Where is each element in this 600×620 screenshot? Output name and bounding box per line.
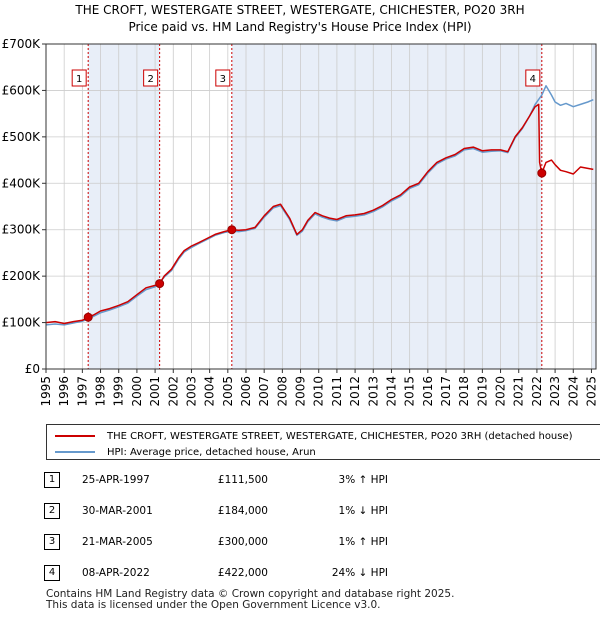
property-series-line bbox=[45, 103, 594, 325]
y-tick-label: £700K bbox=[2, 37, 42, 51]
x-tick-label: 2006 bbox=[239, 376, 253, 407]
x-tick-label: 2025 bbox=[584, 376, 598, 407]
sale-label-box bbox=[143, 69, 159, 87]
x-tick-label: 2022 bbox=[530, 376, 544, 407]
x-tick-label: 2014 bbox=[384, 376, 398, 407]
x-tick-label: 1995 bbox=[39, 376, 53, 407]
x-tick-label: 2010 bbox=[312, 376, 326, 407]
sale-point bbox=[537, 168, 547, 178]
x-tick-label: 2001 bbox=[148, 376, 162, 407]
y-tick-label: £100K bbox=[2, 316, 42, 330]
chart-legend: THE CROFT, WESTERGATE STREET, WESTERGATE… bbox=[46, 424, 600, 460]
x-tick-label: 2019 bbox=[475, 376, 489, 407]
legend-item-property: THE CROFT, WESTERGATE STREET, WESTERGATE… bbox=[55, 429, 573, 443]
sale-point bbox=[83, 312, 93, 322]
shaded-ownership-band bbox=[88, 44, 160, 369]
sale-label-box bbox=[215, 69, 231, 87]
legend-label-hpi: HPI: Average price, detached house, Arun bbox=[107, 446, 316, 458]
sale-date: 30-MAR-2001 bbox=[82, 505, 153, 517]
chart-title-line2: Price paid vs. HM Land Registry's House … bbox=[128, 20, 472, 34]
sale-date: 08-APR-2022 bbox=[82, 567, 150, 579]
sale-date: 25-APR-1997 bbox=[82, 474, 150, 486]
x-tick-label: 2020 bbox=[494, 376, 508, 407]
x-tick-label: 2015 bbox=[403, 376, 417, 407]
price-chart: 1995 1996 1997 1998 1999 2000 2001 2002 2003 2004… bbox=[2, 37, 599, 407]
chart-title-block: THE CROFT, WESTERGATE STREET, WESTERGATE… bbox=[0, 2, 600, 36]
legend-swatch-hpi bbox=[55, 451, 95, 453]
y-tick-label: £300K bbox=[2, 223, 42, 237]
x-tick-label: 2004 bbox=[203, 376, 217, 407]
legend-swatch-property bbox=[55, 435, 95, 437]
sale-price: £422,000 bbox=[217, 567, 268, 579]
sale-hpi-change: 3% ↑ HPI bbox=[338, 474, 388, 486]
sale-label-number: 4 bbox=[530, 74, 536, 85]
x-tick-label: 2002 bbox=[166, 376, 180, 407]
sale-label-box bbox=[525, 69, 541, 87]
footer-licence: This data is licensed under the Open Gov… bbox=[46, 599, 381, 611]
footer: Contains HM Land Registry data © Crown c… bbox=[46, 589, 454, 611]
sale-label-number: 3 bbox=[220, 74, 226, 85]
sale-number-badge: 1 bbox=[44, 472, 60, 488]
sale-hpi-change: 1% ↓ HPI bbox=[338, 505, 388, 517]
plot-border bbox=[45, 43, 597, 370]
sale-point bbox=[155, 279, 165, 289]
sale-number-badge: 2 bbox=[44, 503, 60, 519]
sale-hpi-change: 24% ↓ HPI bbox=[331, 567, 388, 579]
sale-price: £111,500 bbox=[217, 474, 268, 486]
shaded-ownership-band bbox=[591, 44, 596, 369]
sale-label-box bbox=[71, 69, 87, 87]
shaded-ownership-band bbox=[231, 44, 542, 369]
y-tick-label: £500K bbox=[2, 130, 42, 144]
x-tick-label: 2023 bbox=[548, 376, 562, 407]
sale-date: 21-MAR-2005 bbox=[82, 536, 153, 548]
legend-item-hpi: HPI: Average price, detached house, Arun bbox=[55, 445, 316, 459]
sale-number-badge: 4 bbox=[44, 565, 60, 581]
sale-label-number: 2 bbox=[147, 74, 153, 85]
x-tick-label: 2012 bbox=[348, 376, 362, 407]
x-tick-label: 2016 bbox=[421, 376, 435, 407]
x-tick-label: 2017 bbox=[439, 376, 453, 407]
sale-point bbox=[227, 225, 237, 235]
x-tick-label: 2011 bbox=[330, 376, 344, 407]
x-tick-label: 2024 bbox=[566, 376, 580, 407]
y-tick-label: £600K bbox=[2, 83, 42, 97]
sale-label-number: 1 bbox=[76, 74, 82, 85]
legend-label-property: THE CROFT, WESTERGATE STREET, WESTERGATE… bbox=[107, 430, 573, 442]
sale-price: £300,000 bbox=[217, 536, 268, 548]
x-tick-label: 2018 bbox=[457, 376, 471, 407]
x-tick-label: 2021 bbox=[512, 376, 526, 407]
x-tick-label: 1996 bbox=[57, 376, 71, 407]
sale-price: £184,000 bbox=[217, 505, 268, 517]
x-tick-label: 2013 bbox=[366, 376, 380, 407]
y-tick-label: £0 bbox=[25, 362, 40, 376]
x-tick-label: 2005 bbox=[221, 376, 235, 407]
footer-copyright: Contains HM Land Registry data © Crown c… bbox=[46, 588, 455, 600]
y-tick-label: £200K bbox=[2, 269, 42, 283]
x-tick-label: 2009 bbox=[294, 376, 308, 407]
sale-row: 2 30-MAR-2001 £184,000 1% ↓ HPI bbox=[44, 503, 444, 523]
x-tick-label: 2003 bbox=[184, 376, 198, 407]
x-tick-label: 2000 bbox=[130, 376, 144, 407]
sale-row: 4 08-APR-2022 £422,000 24% ↓ HPI bbox=[44, 565, 444, 585]
sale-hpi-change: 1% ↑ HPI bbox=[338, 536, 388, 548]
x-tick-label: 2007 bbox=[257, 376, 271, 407]
sale-row: 1 25-APR-1997 £111,500 3% ↑ HPI bbox=[44, 472, 444, 492]
sale-row: 3 21-MAR-2005 £300,000 1% ↑ HPI bbox=[44, 534, 444, 554]
x-tick-label: 1998 bbox=[94, 376, 108, 407]
x-tick-label: 2008 bbox=[275, 376, 289, 407]
chart-title-line1: THE CROFT, WESTERGATE STREET, WESTERGATE… bbox=[75, 3, 525, 17]
x-tick-label: 1997 bbox=[75, 376, 89, 407]
x-tick-label: 1999 bbox=[112, 376, 126, 407]
y-tick-label: £400K bbox=[2, 176, 42, 190]
sale-number-badge: 3 bbox=[44, 534, 60, 550]
